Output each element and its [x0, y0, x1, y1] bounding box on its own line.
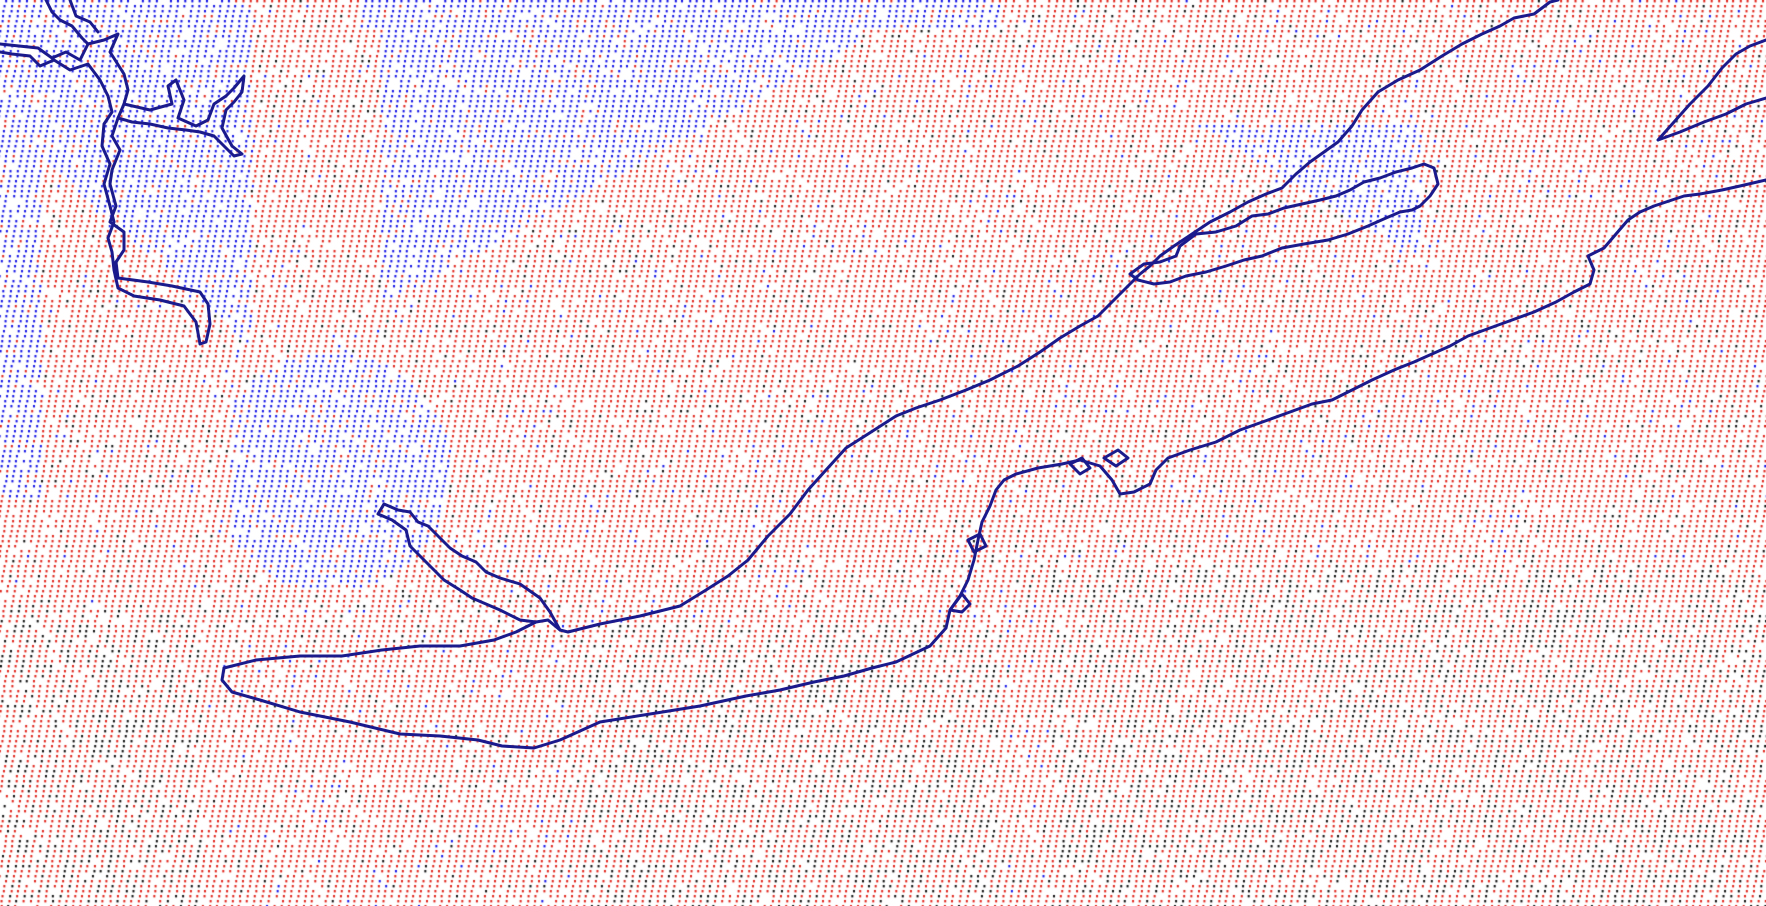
coastline-main-inlet-north-shore [222, 0, 1560, 670]
coastline-main-inlet [220, 0, 1766, 750]
coastline-northwest-inlet-path [116, 74, 246, 158]
coastline-inlet-island-bay [376, 502, 562, 632]
coastline-northeast-branch [1128, 38, 1766, 286]
coastline-north-inlet-path [44, 0, 100, 46]
coastline-northeast-cape-path [1656, 38, 1766, 142]
coastline-northwest-fjord-path [0, 32, 212, 346]
coastline-northeast-branch-path [1128, 162, 1440, 286]
coastline-main-inlet-south-shore [220, 178, 1766, 750]
coastline-northwest-fjord [0, 0, 246, 346]
coastline-inlet-islands [948, 448, 1130, 614]
